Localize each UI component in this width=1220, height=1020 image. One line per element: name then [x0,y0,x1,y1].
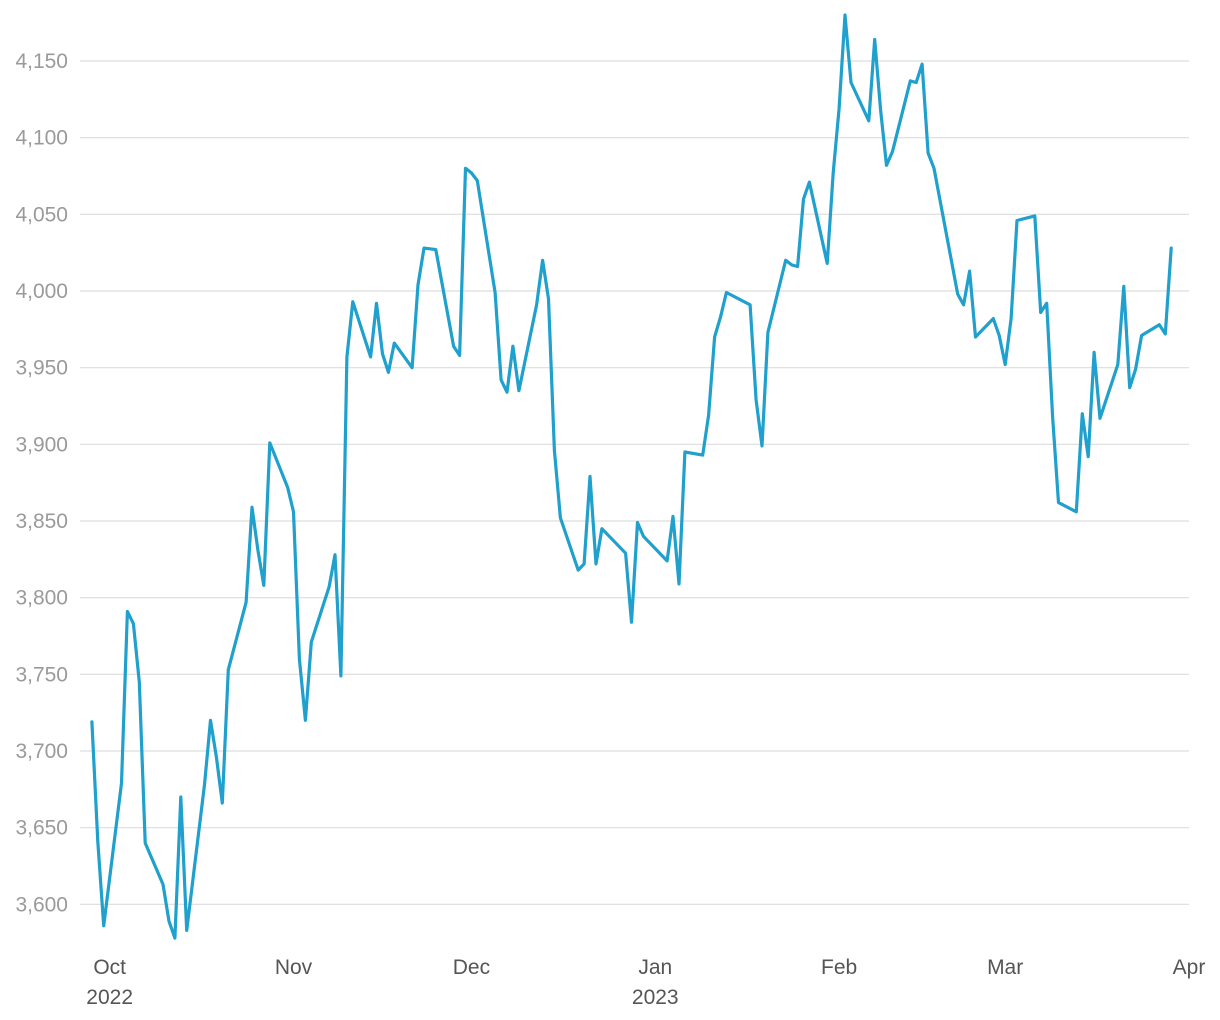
x-axis-tick-labels: Oct 2022 Nov Dec Jan 2023 Feb Mar Apr [86,956,1205,1009]
y-tick-label: 4,100 [15,127,68,150]
x-tick-label: Oct [93,956,126,979]
x-tick-label: Mar [987,956,1023,979]
x-tick-label: Jan [638,956,672,979]
x-tick-year-label: 2022 [86,986,133,1009]
series-lines [90,13,1173,940]
y-tick-label: 3,850 [15,510,68,533]
y-tick-label: 3,950 [15,357,68,380]
x-tick-label: Apr [1173,956,1206,979]
y-tick-label: 3,700 [15,740,68,763]
series-line [90,13,1173,940]
gridlines [80,60,1189,905]
y-tick-label: 4,150 [15,50,68,73]
y-tick-label: 3,750 [15,663,68,686]
y-tick-label: 3,600 [15,893,68,916]
y-tick-label: 3,800 [15,587,68,610]
y-tick-label: 3,900 [15,433,68,456]
y-tick-label: 4,050 [15,203,68,226]
x-tick-year-label: 2023 [632,986,679,1009]
y-axis-tick-labels: 3,600 3,650 3,700 3,750 3,800 3,850 3,900 3,950… [15,50,68,916]
x-tick-label: Feb [821,956,857,979]
x-tick-label: Dec [453,956,490,979]
y-tick-label: 4,000 [15,280,68,303]
y-tick-label: 3,650 [15,817,68,840]
x-tick-label: Nov [275,956,313,979]
